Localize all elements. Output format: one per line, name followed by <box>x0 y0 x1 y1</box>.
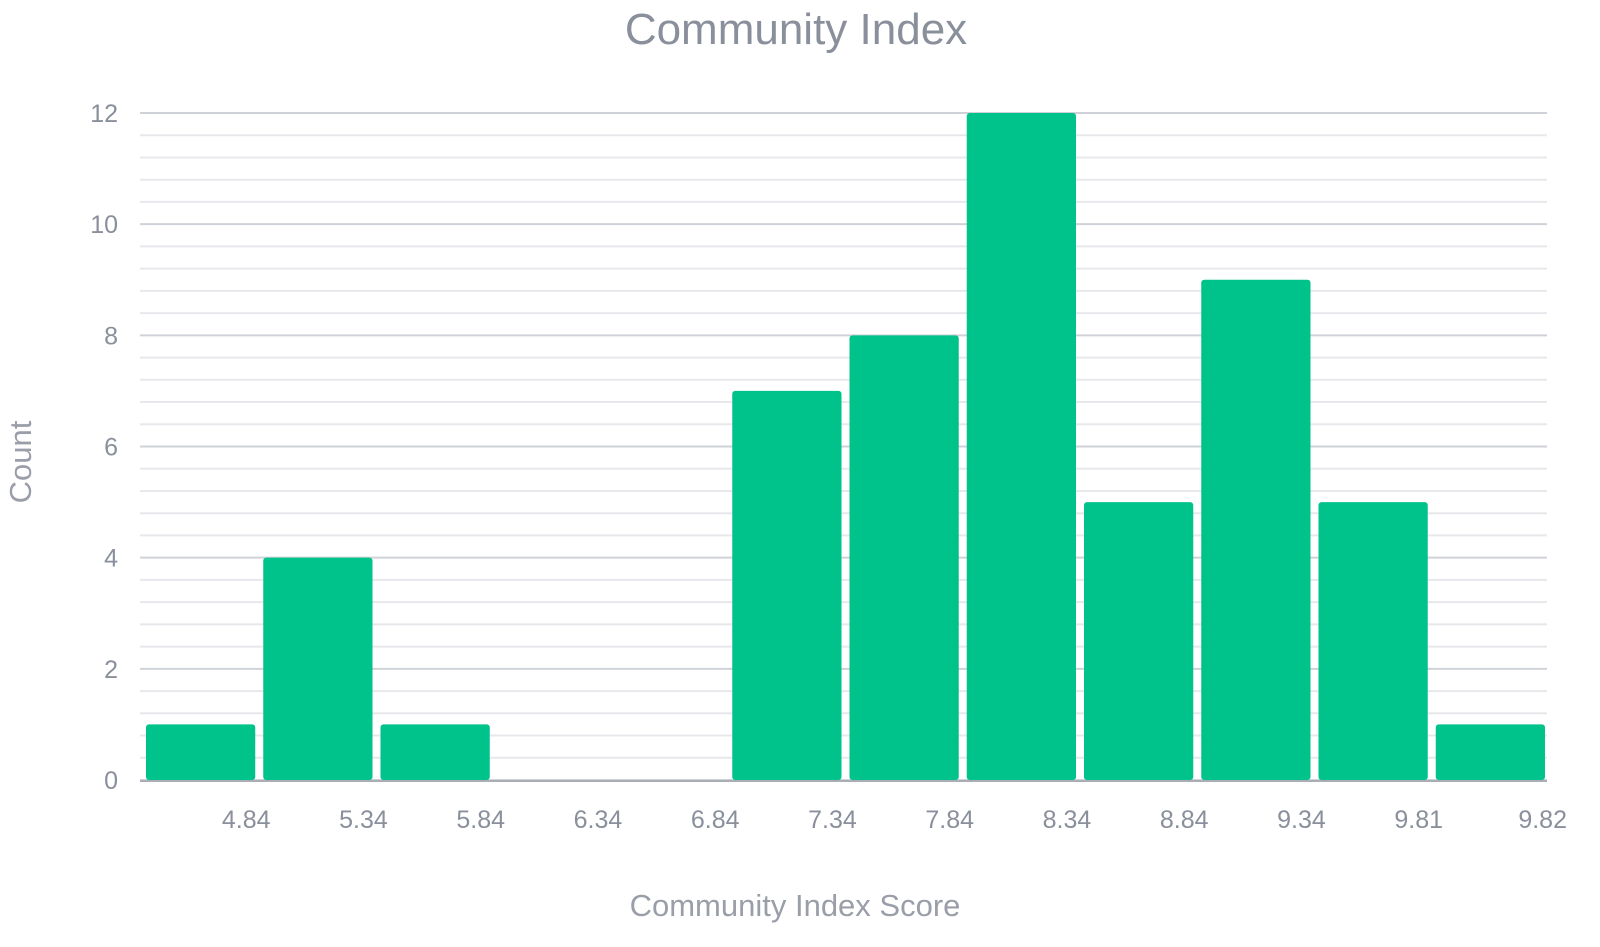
x-tick-label: 6.34 <box>574 806 623 834</box>
x-tick-label: 8.34 <box>1043 806 1092 834</box>
histogram-bar <box>380 724 490 780</box>
x-axis-label: Community Index Score <box>630 888 961 923</box>
x-tick-label: 7.84 <box>925 806 974 834</box>
histogram-bar <box>966 113 1076 780</box>
histogram-bar <box>732 390 842 780</box>
histogram-bar <box>263 557 373 780</box>
y-tick-label: 2 <box>104 656 118 684</box>
histogram-bar <box>1318 502 1428 780</box>
histogram-bar <box>146 724 256 780</box>
histogram-bar <box>1435 724 1545 780</box>
x-tick-label: 7.34 <box>808 806 857 834</box>
histogram-bar <box>1201 279 1311 780</box>
x-tick-label: 8.84 <box>1160 806 1209 834</box>
x-tick-label: 9.82 <box>1518 806 1567 834</box>
y-tick-label: 6 <box>104 434 118 462</box>
histogram-bar <box>849 335 959 780</box>
y-tick-label: 0 <box>104 767 118 795</box>
x-tick-labels: 4.84 5.34 5.84 6.34 6.84 7.34 7.84 8.34 8.84 9.34… <box>222 806 1567 834</box>
x-tick-label: 9.81 <box>1394 806 1443 834</box>
x-tick-label: 9.34 <box>1277 806 1326 834</box>
chart-title: Community Index <box>625 5 967 54</box>
y-tick-labels: 0 2 4 6 8 10 12 <box>90 100 118 795</box>
y-tick-label: 10 <box>90 211 118 239</box>
x-tick-label: 5.84 <box>456 806 505 834</box>
y-axis-label: Count <box>3 420 38 503</box>
histogram-bar <box>1084 502 1194 780</box>
y-tick-label: 4 <box>104 545 118 573</box>
y-tick-label: 8 <box>104 322 118 350</box>
x-tick-label: 6.84 <box>691 806 740 834</box>
x-tick-label: 5.34 <box>339 806 388 834</box>
y-tick-label: 12 <box>90 100 118 128</box>
grid-lines <box>140 112 1547 781</box>
x-tick-label: 4.84 <box>222 806 271 834</box>
bars <box>146 113 1545 780</box>
